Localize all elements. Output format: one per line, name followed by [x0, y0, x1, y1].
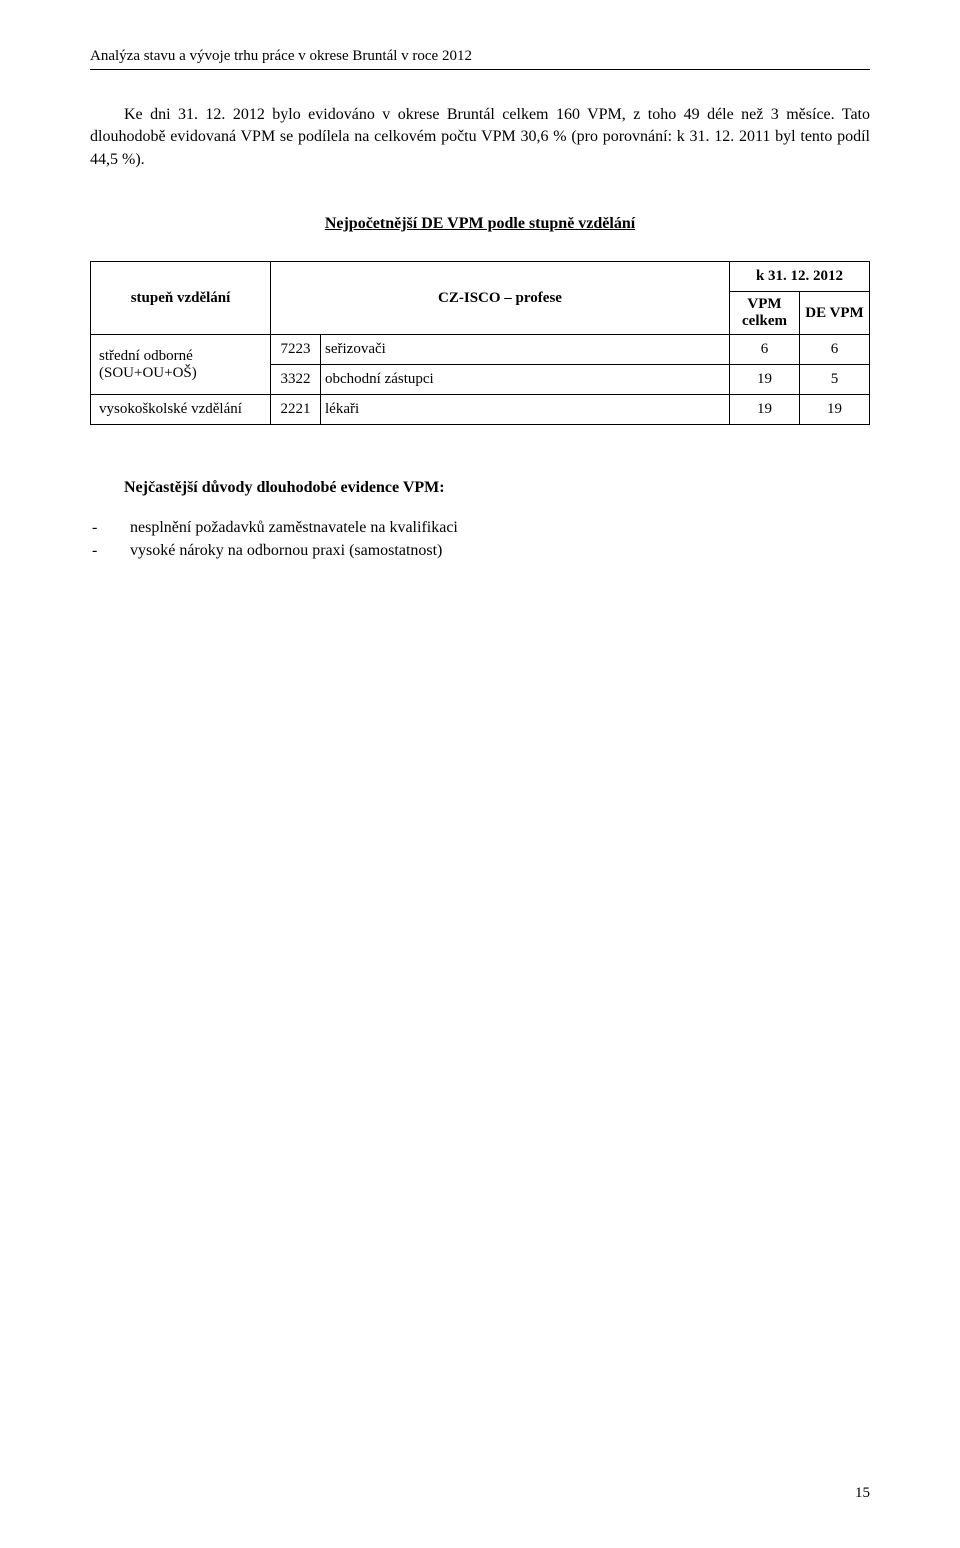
col-de-vpm: DE VPM [800, 292, 870, 335]
reasons-list: - nesplnění požadavků zaměstnavatele na … [90, 517, 870, 562]
reason-text: vysoké nároky na odbornou praxi (samosta… [130, 540, 442, 562]
cell-prof: lékaři [321, 395, 730, 425]
reason-text: nesplnění požadavků zaměstnavatele na kv… [130, 517, 458, 539]
bullet-dash: - [90, 540, 130, 562]
cell-prof: obchodní zástupci [321, 365, 730, 395]
col-profese: CZ-ISCO – profese [271, 262, 730, 335]
reasons-title: Nejčastější důvody dlouhodobé evidence V… [90, 479, 870, 497]
col-stupen: stupeň vzdělání [91, 262, 271, 335]
table-row: střední odborné(SOU+OU+OŠ) 7223 seřizova… [91, 335, 870, 365]
cell-prof: seřizovači [321, 335, 730, 365]
page-number: 15 [855, 1485, 870, 1502]
list-item: - vysoké nároky na odbornou praxi (samos… [90, 540, 870, 562]
cell-stupen: střední odborné(SOU+OU+OŠ) [91, 335, 271, 395]
cell-vpm: 19 [730, 365, 800, 395]
cell-de: 6 [800, 335, 870, 365]
cell-code: 7223 [271, 335, 321, 365]
cell-code: 3322 [271, 365, 321, 395]
bullet-dash: - [90, 517, 130, 539]
cell-stupen: vysokoškolské vzdělání [91, 395, 271, 425]
intro-paragraph: Ke dni 31. 12. 2012 bylo evidováno v okr… [90, 104, 870, 171]
col-vpm-celkem: VPMcelkem [730, 292, 800, 335]
cell-vpm: 19 [730, 395, 800, 425]
table-row: vysokoškolské vzdělání 2221 lékaři 19 19 [91, 395, 870, 425]
cell-de: 19 [800, 395, 870, 425]
cell-vpm: 6 [730, 335, 800, 365]
doc-header: Analýza stavu a vývoje trhu práce v okre… [90, 48, 870, 65]
education-table: stupeň vzdělání CZ-ISCO – profese k 31. … [90, 261, 870, 425]
table-title: Nejpočetnější DE VPM podle stupně vzdělá… [90, 215, 870, 233]
header-rule [90, 69, 870, 70]
cell-code: 2221 [271, 395, 321, 425]
col-date: k 31. 12. 2012 [730, 262, 870, 292]
table-header-row-1: stupeň vzdělání CZ-ISCO – profese k 31. … [91, 262, 870, 292]
cell-de: 5 [800, 365, 870, 395]
list-item: - nesplnění požadavků zaměstnavatele na … [90, 517, 870, 539]
